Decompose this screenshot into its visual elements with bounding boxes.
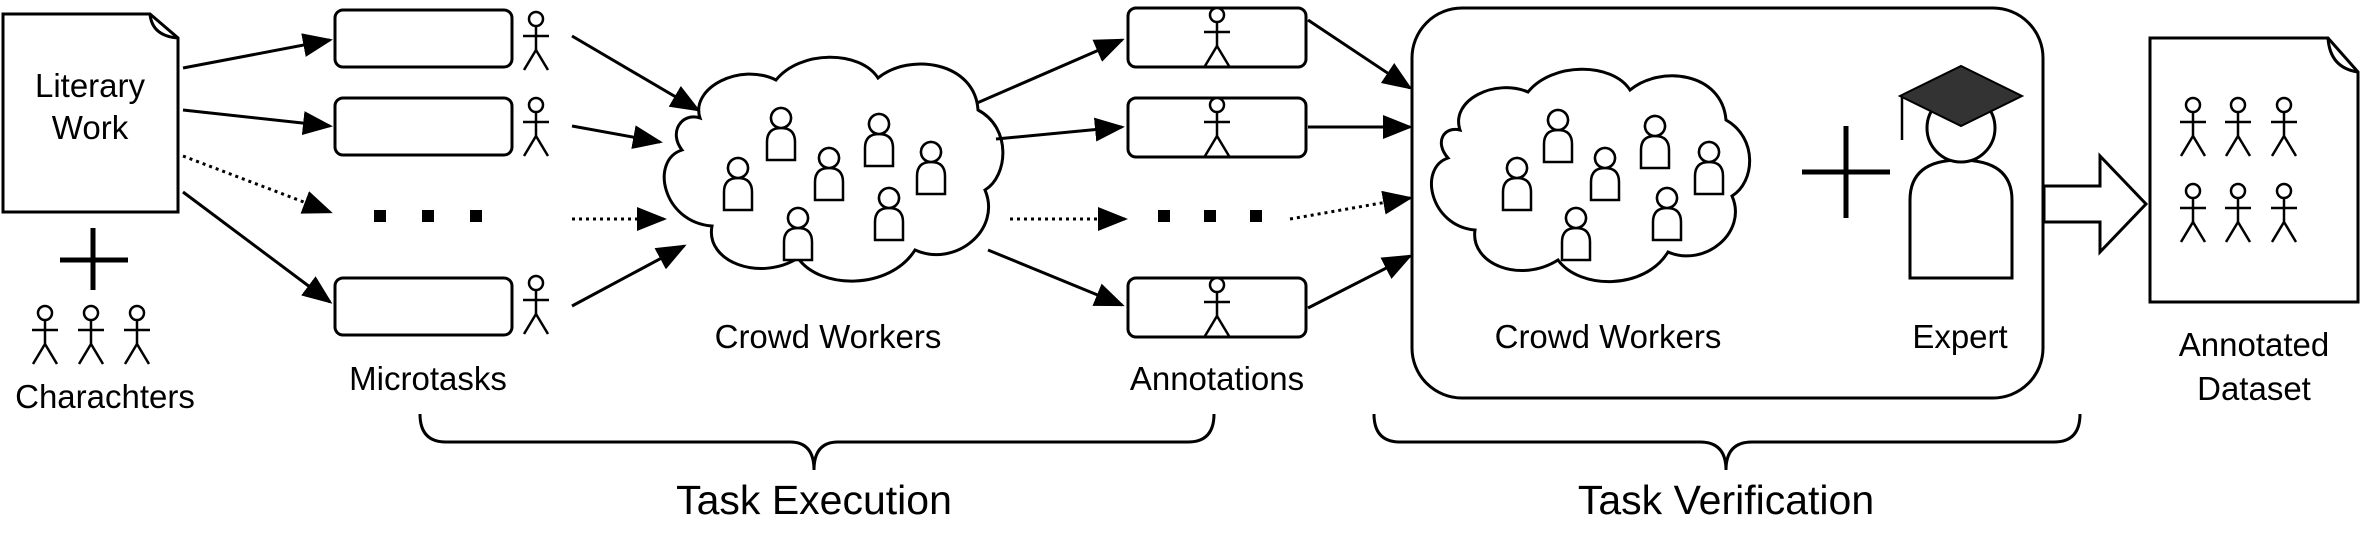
worker-icon <box>863 112 895 168</box>
expert-label: Expert <box>1912 318 2007 355</box>
crowd-workers-cloud <box>662 55 1005 283</box>
arrows-to-annotations <box>976 38 1128 307</box>
microtasks-label: Microtasks <box>349 360 507 397</box>
task-execution-label: Task Execution <box>676 477 952 523</box>
arrows-to-crowd <box>571 34 701 308</box>
worker-icon <box>813 146 845 202</box>
person-icon <box>2269 182 2299 244</box>
annotated-dataset-label-line2: Dataset <box>2197 370 2311 407</box>
person-icon <box>2223 96 2253 158</box>
plus-icon <box>60 228 128 290</box>
annotation-box <box>1126 96 1308 159</box>
annotation-box <box>1126 6 1308 69</box>
crowd-workers-execution-label: Crowd Workers <box>715 318 942 355</box>
arrows-to-microtasks <box>182 33 333 304</box>
characters-figures <box>30 304 152 366</box>
ellipsis-icon <box>1158 210 1262 222</box>
character-icon <box>122 304 152 366</box>
arrows-to-verification <box>1289 18 1413 310</box>
worker-icon <box>765 106 797 162</box>
person-icon <box>1202 276 1232 338</box>
plus-icon <box>1802 126 1890 218</box>
annotated-dataset-document <box>2148 36 2360 304</box>
crowd-workers-verification-label: Crowd Workers <box>1495 318 1722 355</box>
microtask-box <box>333 96 551 158</box>
worker-icon <box>873 186 905 242</box>
annotated-dataset-label-line1: Annotated <box>2179 326 2329 363</box>
worker-icon <box>1501 156 1533 212</box>
microtask-box <box>333 274 551 337</box>
microtask-box <box>333 8 551 72</box>
worker-icon <box>915 140 947 196</box>
annotation-box <box>1126 276 1308 339</box>
person-icon <box>1202 6 1232 68</box>
character-icon <box>30 304 60 366</box>
person-icon <box>521 10 551 72</box>
person-icon <box>521 96 551 158</box>
task-verification-label: Task Verification <box>1578 477 1874 523</box>
person-icon <box>521 274 551 336</box>
worker-icon <box>1639 114 1671 170</box>
graduation-cap-icon <box>1897 64 2025 140</box>
worker-icon <box>1542 108 1574 164</box>
literary-work-label-line2: Work <box>52 109 129 146</box>
person-icon <box>2223 182 2253 244</box>
worker-icon <box>722 156 754 212</box>
annotations-column <box>1126 6 1308 339</box>
worker-icon <box>782 206 814 262</box>
person-icon <box>2178 182 2208 244</box>
crowd-workers-verification-cloud <box>1430 67 1752 284</box>
annotations-label: Annotations <box>1130 360 1304 397</box>
literary-work-label-line1: Literary <box>35 67 146 104</box>
output-arrow <box>2042 152 2149 256</box>
person-icon <box>1202 96 1232 158</box>
person-icon <box>2269 96 2299 158</box>
task-execution-brace <box>418 413 1216 471</box>
worker-icon <box>1560 206 1592 262</box>
worker-icon <box>1693 140 1725 196</box>
ellipsis-icon <box>374 210 482 222</box>
expert-icon <box>1897 64 2025 280</box>
character-icon <box>76 304 106 366</box>
worker-icon <box>1651 186 1683 242</box>
microtasks-column <box>333 8 551 337</box>
task-verification-brace <box>1372 413 2082 471</box>
person-icon <box>2178 96 2208 158</box>
characters-label: Charachters <box>15 378 195 415</box>
verification-panel: Crowd Workers Expert <box>1410 6 2045 400</box>
literary-work-document: Literary Work <box>1 12 180 214</box>
worker-icon <box>1589 146 1621 202</box>
